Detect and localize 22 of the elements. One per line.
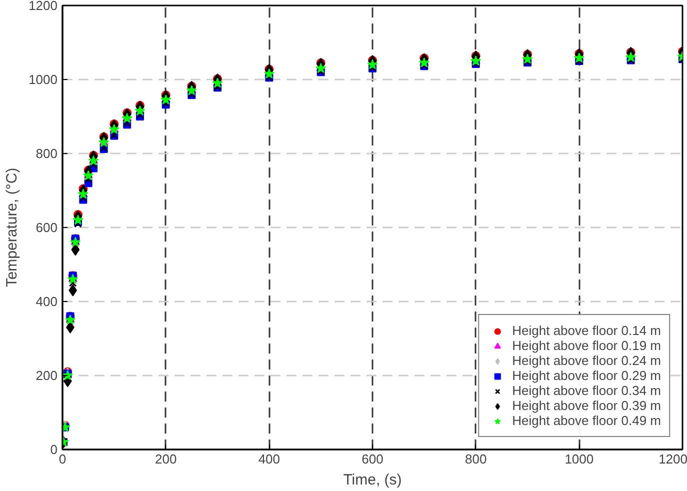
legend-label: Height above floor 0.14 m xyxy=(512,323,661,338)
y-axis-title: Temperature, (°C) xyxy=(4,168,21,288)
legend-label: Height above floor 0.49 m xyxy=(512,413,661,428)
x-tick-label: 200 xyxy=(154,452,177,466)
y-tick-label: 400 xyxy=(36,294,58,309)
legend-label: Height above floor 0.24 m xyxy=(512,353,661,368)
y-tick-label: 1200 xyxy=(28,0,58,13)
legend-label: Height above floor 0.39 m xyxy=(512,398,661,413)
x-tick-label: 400 xyxy=(258,452,280,466)
y-tick-label: 200 xyxy=(36,368,58,383)
x-tick-label: 800 xyxy=(464,452,487,466)
legend-label: Height above floor 0.19 m xyxy=(512,338,661,353)
x-tick-label: 1000 xyxy=(564,452,594,466)
y-tick-label: 600 xyxy=(36,220,58,235)
x-tick-label: 1200 xyxy=(658,452,687,466)
legend-label: Height above floor 0.34 m xyxy=(512,383,661,398)
y-tick-label: 1000 xyxy=(28,72,58,87)
y-tick-label: 800 xyxy=(36,146,58,161)
x-axis-title: Time, (s) xyxy=(343,472,402,488)
legend-label: Height above floor 0.29 m xyxy=(512,368,661,383)
x-tick-label: 600 xyxy=(362,452,384,466)
y-tick-label: 0 xyxy=(50,442,58,457)
